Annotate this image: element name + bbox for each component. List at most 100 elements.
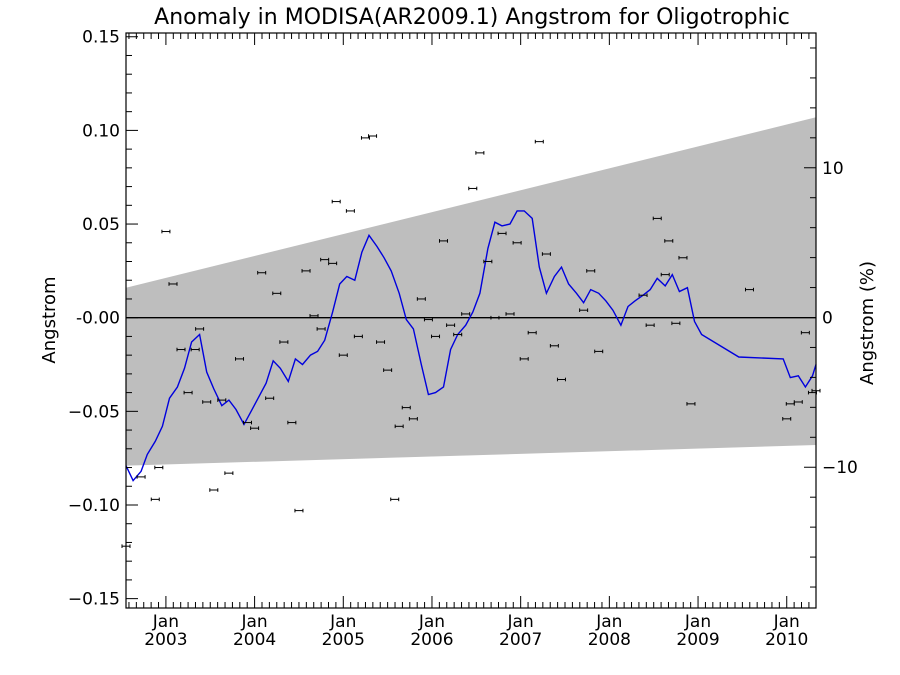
y-tick-label-1: 0.10 [82,121,120,141]
data-point-25 [316,327,326,331]
data-point-12 [217,398,227,402]
y-tick-label-4: −0.05 [68,402,120,422]
data-point-51 [497,231,507,236]
data-point-49 [483,259,493,264]
data-point-30 [345,209,355,213]
data-point-44 [446,323,456,327]
data-point-7 [183,390,193,395]
data-point-19 [272,291,282,296]
anomaly-line-series [125,210,817,482]
data-point-71 [744,287,754,292]
x-tick-label-0: Jan [152,612,179,632]
data-point-65 [652,216,662,221]
data-point-55 [527,330,537,335]
data-point-45 [453,332,463,337]
data-point-36 [390,497,400,502]
data-point-6 [176,347,186,352]
x-tick-year-7: 2010 [765,630,808,650]
plot-frame [125,32,817,609]
x-tick-year-0: 2003 [144,630,187,650]
x-tick-label-5: Jan [595,612,622,632]
y2-tick-label-1: 0 [822,309,833,329]
data-point-50 [490,315,500,320]
data-point-17 [257,270,267,275]
data-point-40 [416,297,426,301]
data-point-63 [638,293,648,298]
data-point-74 [793,400,803,404]
data-point-21 [287,420,297,425]
data-point-35 [383,368,393,372]
data-point-58 [549,343,559,348]
data-point-22 [294,508,304,513]
data-point-27 [328,261,338,266]
x-tick-label-4: Jan [507,612,534,632]
data-point-34 [376,340,386,344]
x-tick-label-6: Jan [684,612,711,632]
data-point-13 [224,471,234,475]
data-point-59 [556,377,566,382]
data-point-18 [265,396,275,401]
data-point-41 [423,317,433,322]
data-point-3 [154,465,164,470]
data-point-56 [534,139,544,144]
data-point-52 [505,312,515,316]
data-point-57 [541,252,551,256]
y-axis-label: Angstrom [39,276,60,363]
data-point-14 [235,357,245,361]
x-tick-year-2: 2005 [322,630,365,650]
x-tick-label-3: Jan [418,612,445,632]
plot-area: 0.15 0.10 0.05 -0.00 −0.05 −0.10 −0.15 10 0 −10 Ja… [68,28,858,650]
data-point-53 [512,240,522,245]
data-point-15 [243,420,253,425]
y-tick-label-0: 0.15 [82,28,120,48]
x-tick-year-4: 2007 [499,630,542,650]
x-tick-label-7: Jan [773,612,800,632]
data-point-70 [686,402,696,406]
y2-tick-label-2: −10 [822,458,858,478]
y-tick-label-5: −0.10 [68,496,120,516]
data-point-68 [671,321,681,326]
data-point-47 [468,186,478,191]
data-point-28 [331,199,341,204]
data-point-72 [782,417,792,421]
data-point-2 [150,497,160,502]
data-point-64 [645,323,655,327]
data-point-10 [202,400,212,404]
data-point-46 [461,312,471,316]
data-point-5 [168,282,178,286]
data-point-33 [368,134,378,138]
data-point-31 [353,334,363,339]
data-point-9 [195,327,205,331]
data-point-32 [360,136,370,140]
data-point-29 [338,353,348,357]
data-point-42 [431,334,441,339]
data-point-39 [408,417,418,421]
data-point-75 [800,330,810,335]
data-point-61 [586,269,596,273]
x-tick-label-1: Jan [240,612,267,632]
trend-band [126,117,816,466]
data-point-1 [136,475,146,479]
data-point-24 [309,314,319,318]
data-point-16 [250,426,260,430]
chart-title: Anomaly in MODISA(AR2009.1) Angstrom for… [154,5,790,30]
data-point-69 [678,255,688,260]
x-tick-label-2: Jan [329,612,356,632]
x-tick-year-1: 2004 [233,630,276,650]
x-tick-year-5: 2008 [588,630,631,650]
data-point-62 [594,349,604,354]
data-point-66 [660,272,670,277]
x-tick-year-3: 2006 [410,630,453,650]
data-point-48 [475,151,485,155]
data-point-60 [579,308,589,312]
data-point-38 [401,405,411,410]
data-point-23 [301,269,311,273]
data-point-43 [439,239,449,243]
data-point-67 [664,239,674,243]
data-point-4 [161,229,171,234]
x-tick-year-6: 2009 [676,630,719,650]
data-point-20 [279,340,289,344]
data-point-37 [394,424,404,429]
y2-tick-label-0: 10 [822,159,844,179]
